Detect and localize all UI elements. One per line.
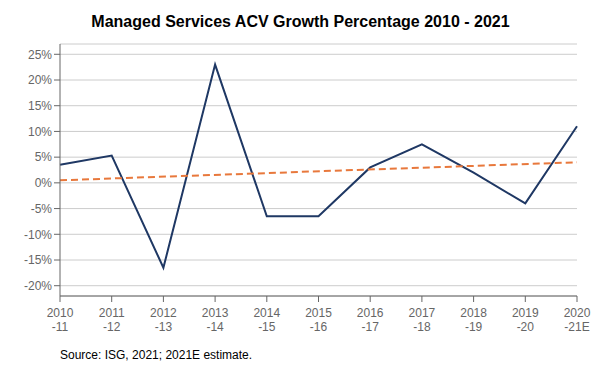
svg-text:2014-15: 2014-15 xyxy=(253,306,280,334)
svg-text:2017-18: 2017-18 xyxy=(409,306,436,334)
html-text:Source: ISG, 2021; 2021E estim: Source: ISG, 2021; 2021E estimate. xyxy=(60,348,253,362)
svg-text:2019-20: 2019-20 xyxy=(512,306,539,334)
svg-text:5%: 5% xyxy=(35,150,53,164)
svg-text:2018-19: 2018-19 xyxy=(460,306,487,334)
svg-text:15%: 15% xyxy=(28,99,52,113)
svg-text:2011-12: 2011-12 xyxy=(99,306,125,334)
svg-text:10%: 10% xyxy=(28,125,52,139)
svg-text:2020-21E: 2020-21E xyxy=(564,306,591,334)
html-text:Managed Services ACV Growth Pe: Managed Services ACV Growth Percentage 2… xyxy=(91,13,510,30)
svg-text:0%: 0% xyxy=(35,176,53,190)
svg-text:25%: 25% xyxy=(28,48,52,62)
svg-text:2013-14: 2013-14 xyxy=(202,306,229,334)
svg-text:2010-11: 2010-11 xyxy=(47,306,74,334)
svg-text:-5%: -5% xyxy=(31,202,53,216)
svg-text:-15%: -15% xyxy=(24,253,52,267)
svg-text:-10%: -10% xyxy=(24,228,52,242)
svg-text:2015-16: 2015-16 xyxy=(305,306,332,334)
svg-text:-20%: -20% xyxy=(24,279,52,293)
svg-text:20%: 20% xyxy=(28,73,52,87)
svg-text:2016-17: 2016-17 xyxy=(357,306,384,334)
svg-text:2012-13: 2012-13 xyxy=(150,306,177,334)
